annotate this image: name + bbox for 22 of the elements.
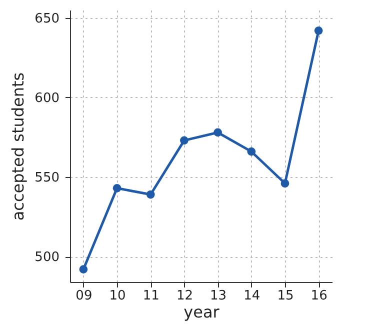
x-axis-title: year: [184, 302, 220, 322]
y-tick-label: 600: [34, 90, 60, 106]
point: [314, 26, 323, 35]
x-tick-label: 11: [142, 288, 160, 304]
y-tick-label: 550: [34, 170, 60, 186]
x-tick-label: 09: [76, 288, 92, 304]
point: [180, 136, 188, 145]
point: [280, 179, 290, 188]
x-tick-label: 15: [277, 288, 294, 304]
y-axis-title: accepted students: [8, 72, 28, 221]
x-tick-label: 12: [176, 288, 193, 304]
point: [247, 147, 256, 156]
x-tick-label: 14: [244, 288, 260, 304]
point: [112, 184, 122, 192]
point: [146, 190, 155, 199]
x-tick-label: 16: [310, 288, 328, 304]
point: [214, 128, 222, 137]
point: [79, 265, 88, 274]
x-tick-label: 13: [210, 288, 227, 304]
y-tick-label: 650: [34, 11, 60, 26]
y-tick-label: 500: [34, 250, 60, 266]
x-tick-label: 10: [109, 288, 126, 304]
